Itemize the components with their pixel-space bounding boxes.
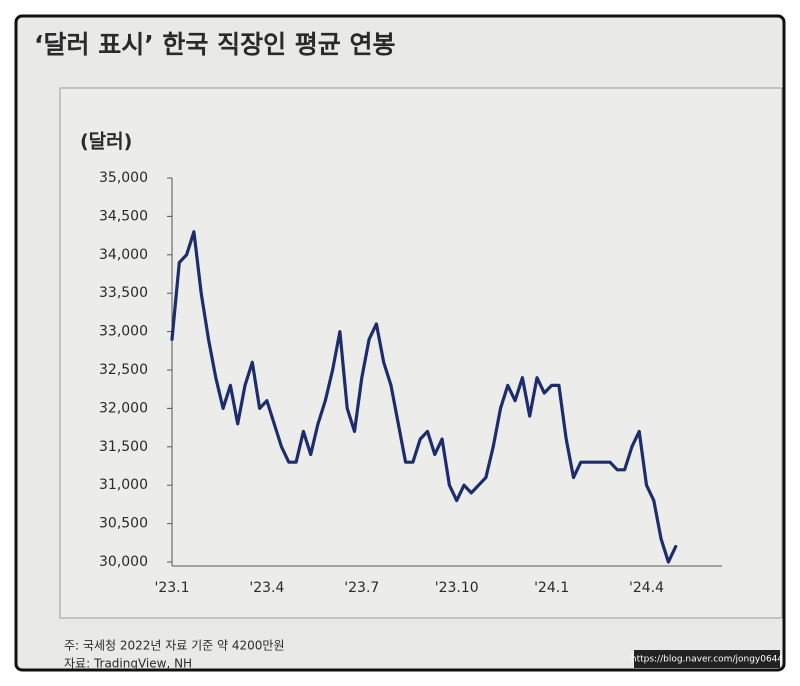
x-tick-label: '24.4	[629, 580, 664, 596]
x-tick-label: '23.1	[154, 580, 189, 596]
y-tick-label: 31,500	[99, 439, 148, 455]
x-tick-label: '23.10	[435, 580, 479, 596]
plot-panel	[59, 87, 783, 619]
y-tick-label: 33,000	[99, 324, 148, 340]
y-tick-label: 34,000	[99, 247, 148, 263]
line-series	[170, 230, 678, 564]
y-tick-label: 31,000	[99, 477, 148, 493]
y-tick-label: 34,500	[99, 208, 148, 224]
note: 주: 국세청 2022년 자료 기준 약 4200만원	[64, 638, 285, 653]
y-tick-label: 32,500	[99, 362, 148, 378]
y-tick-label: 30,500	[99, 516, 148, 532]
watermark-bg	[634, 650, 780, 668]
x-tick-label: '23.7	[344, 580, 379, 596]
x-tick-label: '24.1	[534, 580, 569, 596]
y-axis-label: (달러)	[80, 131, 132, 153]
y-tick-label: 33,500	[99, 285, 148, 301]
y-tick-label: 35,000	[99, 170, 148, 186]
x-tick-label: '23.4	[249, 580, 284, 596]
y-tick-label: 30,000	[99, 554, 148, 570]
chart-title: ‘달러 표시’ 한국 직장인 평균 연봉	[34, 30, 396, 59]
note: 자료: TradingView, NH	[64, 657, 192, 671]
watermark: https://blog.naver.com/jongy0644	[631, 655, 784, 665]
y-tick-label: 32,000	[99, 400, 148, 416]
